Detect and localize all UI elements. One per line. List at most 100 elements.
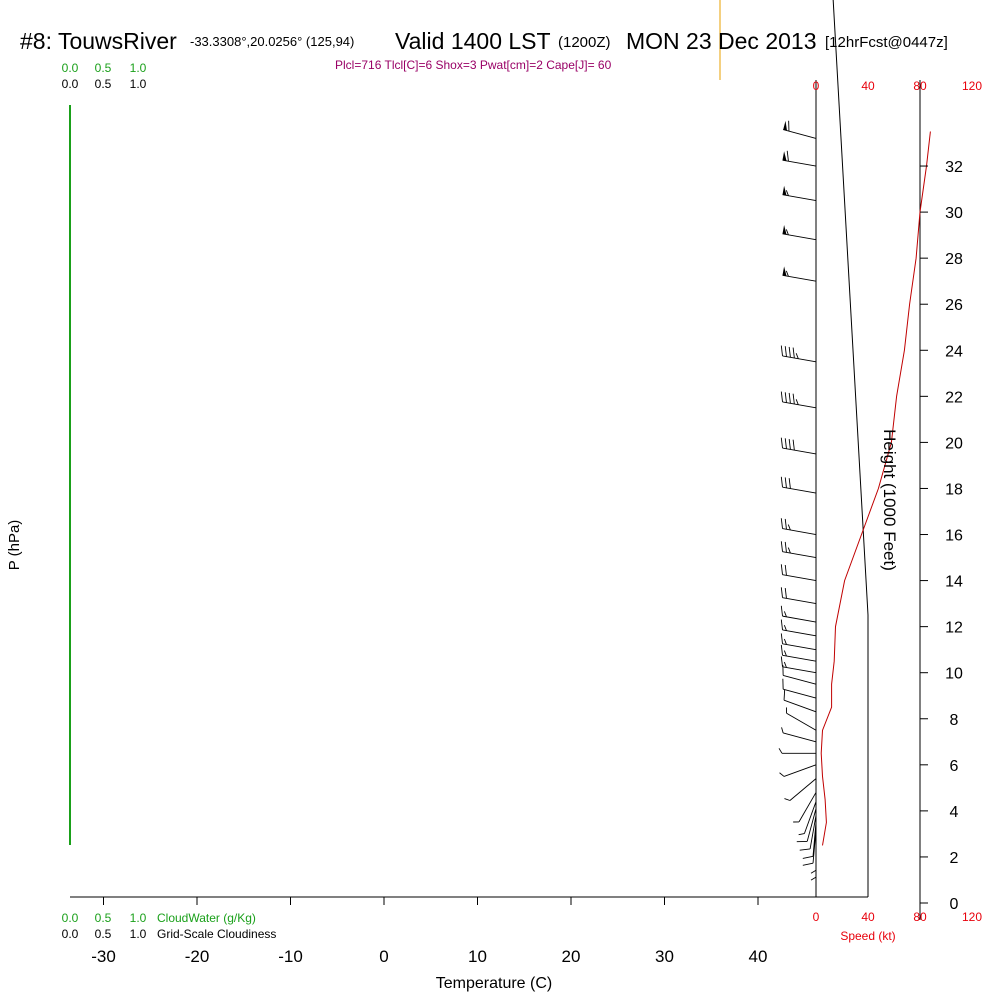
wind-speed-profile <box>820 131 931 846</box>
wind-barb-feather <box>802 862 814 866</box>
temperature-tick-label: -20 <box>185 947 210 966</box>
wind-panel-border <box>832 0 869 897</box>
wind-barb-feather <box>792 439 795 451</box>
wind-barb <box>780 476 817 494</box>
wind-barb-feather <box>781 727 784 734</box>
speed-tick-label: 40 <box>861 910 875 924</box>
plot-frame <box>69 0 921 920</box>
height-tick-label: 24 <box>945 343 963 360</box>
cloudiness-tick-bottom: 1.0 <box>130 927 147 941</box>
cloud-water-tick-bottom: 0.5 <box>95 911 112 925</box>
wind-barb-feather <box>787 547 791 554</box>
temperature-tick-label: 0 <box>379 947 388 966</box>
wind-barb-feather <box>785 270 789 277</box>
wind-barb <box>782 185 817 202</box>
wind-barb-shaft <box>783 674 817 685</box>
wind-barb-feather <box>780 541 783 552</box>
cloud-water-tick-bottom: 1.0 <box>130 911 147 925</box>
height-tick-label: 30 <box>945 205 963 222</box>
wind-barb-feather <box>787 524 791 531</box>
wind-barb-shaft <box>782 643 817 651</box>
wind-barb-shaft <box>782 654 817 662</box>
wind-barb <box>810 836 817 874</box>
speed-tick-label: 0 <box>813 79 820 93</box>
wind-barb <box>782 150 817 167</box>
speed-tick-label: 120 <box>962 910 982 924</box>
wind-barb-feather <box>792 393 795 405</box>
wind-barb-shaft <box>783 129 817 139</box>
wind-barb-feather <box>785 190 789 196</box>
wind-barb-feather <box>799 848 811 851</box>
height-tick-label: 32 <box>945 159 963 176</box>
wind-barb-feather <box>780 644 783 656</box>
wind-barb-shaft <box>786 712 817 731</box>
wind-barb-feather <box>780 391 783 403</box>
wind-barb <box>780 633 817 651</box>
wind-barb-feather <box>780 345 783 356</box>
valid-time: Valid 1400 LST <box>395 28 551 54</box>
wind-barb-pennant <box>782 185 787 196</box>
wind-barb <box>780 518 817 535</box>
height-tick-label: 2 <box>950 850 959 867</box>
cloudiness-tick-bottom: 0.0 <box>62 927 79 941</box>
valid-zulu: (1200Z) <box>558 34 611 51</box>
wind-barb-feather <box>780 605 783 617</box>
temperature-tick-label: -10 <box>278 947 303 966</box>
wind-barb-feather <box>780 656 783 667</box>
wind-barb-shaft <box>782 447 817 455</box>
speed-tick-label: 40 <box>861 79 875 93</box>
cloud-water-label: CloudWater (g/Kg) <box>157 911 256 925</box>
temperature-tick-label: 30 <box>655 947 674 966</box>
forecast-tag: [12hrFcst@0447z] <box>825 34 948 51</box>
wind-barb-feather <box>784 587 787 599</box>
wind-panel <box>778 120 931 881</box>
height-tick-label: 16 <box>945 528 963 545</box>
wind-barb-shaft <box>783 764 817 777</box>
wind-barb <box>782 266 817 282</box>
height-tick-label: 26 <box>945 297 963 314</box>
temperature-tick-label: -30 <box>91 947 116 966</box>
wind-barb-feather <box>780 437 783 449</box>
height-tick-label: 12 <box>945 620 963 637</box>
cloudiness-tick-top: 0.0 <box>62 77 79 91</box>
valid-date: MON 23 Dec 2013 <box>626 28 817 54</box>
height-tick-label: 20 <box>945 435 963 452</box>
wind-barb-feather <box>784 477 787 488</box>
wind-barb <box>780 541 817 558</box>
temperature-tick-label: 40 <box>749 947 768 966</box>
wind-barb-feather <box>783 625 787 631</box>
wind-barb-feather <box>788 392 791 404</box>
wind-barb-shaft <box>809 815 817 850</box>
wind-barb-feather <box>783 661 787 668</box>
wind-barb-feather <box>783 689 786 701</box>
wind-barb-feather <box>780 518 783 529</box>
wind-barb <box>780 656 817 674</box>
wind-barb-feather <box>792 347 795 359</box>
wind-barb <box>780 644 817 662</box>
wind-barb-shaft <box>783 688 817 699</box>
wind-barb-feather <box>780 619 783 631</box>
wind-barb-feather <box>784 541 787 553</box>
cloud-water-tick-top: 0.0 <box>62 61 79 75</box>
height-tick-label: 6 <box>950 758 959 775</box>
wind-barb-shaft <box>806 808 817 842</box>
wind-barb-feather <box>780 633 783 644</box>
wind-barb-shaft <box>782 551 817 558</box>
wind-barb <box>782 678 817 699</box>
wind-barb <box>802 822 817 859</box>
wind-barb <box>796 808 817 843</box>
wind-barb-shaft <box>789 778 817 801</box>
stability-indices: Plcl=716 Tlcl[C]=6 Shox=3 Pwat[cm]=2 Cap… <box>335 58 612 72</box>
wind-barb <box>780 391 817 409</box>
height-tick-label: 28 <box>945 251 963 268</box>
wind-barb-shaft <box>782 597 817 605</box>
wind-barb-feather <box>783 650 787 657</box>
wind-barb-pennant <box>782 151 787 161</box>
wind-barb <box>783 120 817 139</box>
wind-barb-feather <box>784 438 787 449</box>
wind-barb <box>798 801 817 836</box>
wind-barb <box>780 587 817 605</box>
speed-axis-title: Speed (kt) <box>840 929 895 943</box>
wind-barb-feather <box>795 399 799 405</box>
speed-tick-label: 80 <box>913 910 927 924</box>
